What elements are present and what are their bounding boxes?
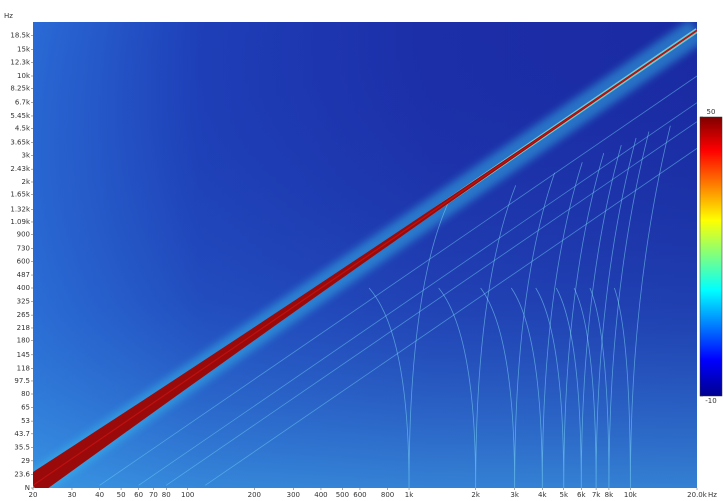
y-tick-label: 23.6 xyxy=(14,470,30,478)
alias-curve xyxy=(613,125,671,488)
y-tick-label: 4.5k xyxy=(15,125,31,133)
x-tick-label: 5k xyxy=(559,491,568,499)
y-tick-label: 3k xyxy=(21,151,30,159)
y-tick-label: 2k xyxy=(21,178,30,186)
alias-curve xyxy=(438,185,517,488)
x-tick-label: 60 xyxy=(134,491,143,499)
x-tick-label: 800 xyxy=(381,491,394,499)
alias-curve xyxy=(368,200,450,488)
alias-curve xyxy=(589,131,650,488)
y-tick-label: 53 xyxy=(21,417,30,425)
colorbar-label: 50 xyxy=(707,108,716,116)
sweep-line xyxy=(33,29,697,486)
x-tick-label: 30 xyxy=(68,491,77,499)
x-tick-label: 4k xyxy=(538,491,547,499)
y-tick-label: 15k xyxy=(17,45,31,53)
x-tick-label: 8k xyxy=(605,491,614,499)
y-tick-label: 1.09k xyxy=(10,218,31,226)
spectrogram xyxy=(33,22,697,488)
y-tick-label: 12.3k xyxy=(10,58,31,66)
harmonic-line xyxy=(166,121,697,486)
y-tick-label: 5.45k xyxy=(10,112,31,120)
y-tick-label: 18.5k xyxy=(10,31,31,39)
x-tick-label: 6k xyxy=(577,491,586,499)
alias-curve xyxy=(573,137,637,488)
x-tick-label: 80 xyxy=(162,491,171,499)
alias-curve xyxy=(510,162,583,488)
alias-curve xyxy=(555,145,622,488)
x-tick-label: 3k xyxy=(510,491,519,499)
x-tick-label: 40 xyxy=(95,491,104,499)
x-tick-label: 2k xyxy=(471,491,480,499)
x-tick-label: 600 xyxy=(353,491,366,499)
y-tick-label: 2.43k xyxy=(10,165,31,173)
y-tick-label: 730 xyxy=(17,244,30,252)
y-tick-label: 6.7k xyxy=(15,98,31,106)
colorbar-label: -10 xyxy=(705,397,716,405)
harmonic-line xyxy=(205,148,697,486)
x-tick-label: 1k xyxy=(405,491,414,499)
y-tick-label: 600 xyxy=(17,257,30,265)
y-tick-label: 180 xyxy=(17,337,30,345)
y-tick-label: 80 xyxy=(21,390,30,398)
alias-curve xyxy=(535,153,605,488)
x-tick-label: 10k xyxy=(624,491,638,499)
y-tick-label: 218 xyxy=(17,324,30,332)
x-tick-label: 70 xyxy=(149,491,158,499)
x-tick-label: 20 xyxy=(29,491,38,499)
y-tick-label: 1.65k xyxy=(10,191,31,199)
y-unit: Hz xyxy=(4,12,13,20)
harmonic-line xyxy=(138,102,697,486)
y-tick-label: 43.7 xyxy=(14,430,30,438)
y-tick-label: 97.5 xyxy=(14,377,30,385)
y-tick-label: 400 xyxy=(17,284,30,292)
alias-curve xyxy=(480,172,556,488)
y-tick-label: 145 xyxy=(17,351,30,359)
y-tick-label: 325 xyxy=(17,298,30,306)
x-tick-label: 7k xyxy=(592,491,601,499)
y-tick-label: 3.65k xyxy=(10,138,31,146)
y-tick-label: 29 xyxy=(21,457,30,465)
x-tick-label: 20.0k xyxy=(687,491,708,499)
x-tick-label: 500 xyxy=(336,491,349,499)
x-tick-label: 400 xyxy=(314,491,327,499)
y-tick-label: 265 xyxy=(17,311,30,319)
y-tick-label: 1.32k xyxy=(10,205,31,213)
x-tick-label: 50 xyxy=(117,491,126,499)
harmonic-line xyxy=(99,75,697,486)
x-tick-label: 200 xyxy=(248,491,261,499)
y-tick-label: 118 xyxy=(17,364,30,372)
x-unit: Hz xyxy=(708,491,717,499)
y-tick-label: 8.25k xyxy=(10,85,31,93)
y-tick-label: 35.5 xyxy=(14,444,30,452)
colorbar xyxy=(699,116,723,397)
y-tick-label: N xyxy=(25,484,30,492)
y-tick-label: 487 xyxy=(17,271,30,279)
x-tick-label: 100 xyxy=(181,491,194,499)
y-tick-label: 900 xyxy=(17,231,30,239)
x-tick-label: 300 xyxy=(287,491,300,499)
y-tick-label: 65 xyxy=(21,404,30,412)
y-tick-label: 10k xyxy=(17,72,31,80)
